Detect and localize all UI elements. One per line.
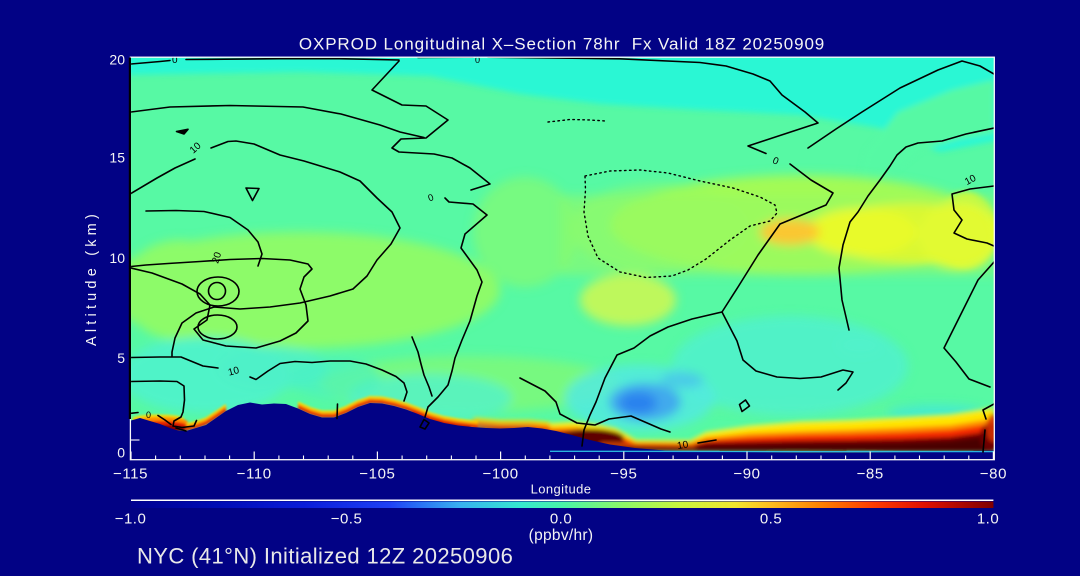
svg-text:−110: −110 (237, 466, 272, 483)
svg-text:0.0: 0.0 (550, 511, 572, 528)
svg-text:NYC (41°N) Initialized 12Z 202: NYC (41°N) Initialized 12Z 20250906 (137, 544, 513, 569)
svg-text:−95: −95 (610, 466, 637, 483)
svg-text:0: 0 (146, 410, 151, 420)
svg-text:0: 0 (771, 155, 781, 167)
svg-text:0: 0 (117, 445, 125, 461)
svg-text:1.0: 1.0 (977, 511, 999, 528)
svg-text:10: 10 (109, 250, 125, 266)
svg-text:−80: −80 (980, 466, 1007, 483)
svg-text:−105: −105 (359, 466, 395, 483)
svg-text:−115: −115 (113, 466, 148, 483)
svg-text:−100: −100 (483, 466, 519, 483)
svg-text:0: 0 (427, 192, 436, 204)
svg-text:10: 10 (963, 173, 978, 188)
svg-text:(ppbv/hr): (ppbv/hr) (529, 527, 594, 544)
svg-text:Longitude: Longitude (531, 482, 592, 497)
svg-text:−90: −90 (733, 466, 760, 483)
svg-text:Altitude (km): Altitude (km) (84, 210, 100, 346)
svg-text:10: 10 (227, 365, 241, 379)
svg-text:15: 15 (109, 150, 125, 166)
svg-text:20: 20 (210, 250, 224, 264)
svg-text:5: 5 (117, 350, 125, 366)
svg-text:0: 0 (405, 49, 410, 59)
svg-text:−0.5: −0.5 (331, 511, 363, 528)
svg-text:−85: −85 (857, 466, 884, 483)
svg-text:−1.0: −1.0 (115, 511, 147, 528)
svg-text:0.5: 0.5 (760, 511, 782, 528)
svg-text:0: 0 (475, 55, 480, 65)
svg-text:OXPROD Longitudinal X–Section: OXPROD Longitudinal X–Section 78hr Fx Va… (299, 35, 825, 54)
svg-text:10: 10 (676, 439, 689, 452)
svg-text:0: 0 (172, 55, 178, 66)
svg-text:20: 20 (109, 52, 125, 68)
